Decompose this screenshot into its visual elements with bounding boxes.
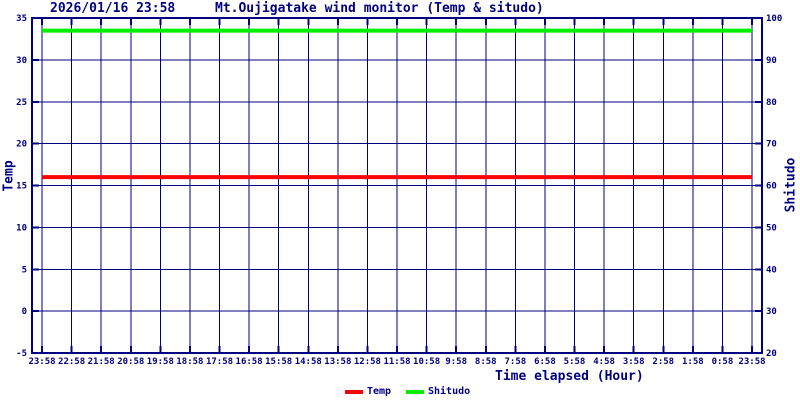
- x-tick-label: 4:58: [593, 357, 615, 367]
- y-left-tick-label: 15: [16, 182, 27, 192]
- x-tick-label: 11:58: [383, 357, 410, 367]
- x-tick-label: 18:58: [176, 357, 203, 367]
- page-title: Mt.Oujigatake wind monitor (Temp & situd…: [215, 1, 544, 16]
- shitudo-legend-swatch: [406, 390, 424, 394]
- x-tick-label: 22:58: [58, 357, 85, 367]
- y-right-tick-label: 20: [766, 349, 777, 359]
- x-tick-label: 1:58: [682, 357, 704, 367]
- shitudo-legend-label: Shitudo: [428, 386, 471, 397]
- title-datetime: 2026/01/16 23:58: [50, 1, 176, 16]
- x-tick-label: 23:58: [738, 357, 765, 367]
- x-tick-label: 14:58: [295, 357, 322, 367]
- x-tick-label: 8:58: [475, 357, 497, 367]
- x-tick-label: 3:58: [623, 357, 645, 367]
- x-tick-label: 9:58: [445, 357, 467, 367]
- x-tick-label: 12:58: [354, 357, 381, 367]
- x-axis-label: Time elapsed (Hour): [495, 369, 644, 384]
- x-tick-label: 0:58: [712, 357, 734, 367]
- x-tick-label: 17:58: [206, 357, 233, 367]
- y-right-tick-label: 50: [766, 223, 777, 233]
- y-right-tick-label: 80: [766, 98, 777, 108]
- x-tick-label: 5:58: [564, 357, 586, 367]
- plot-border: [31, 17, 763, 354]
- x-tick-label: 13:58: [324, 357, 351, 367]
- x-tick-label: 23:58: [28, 357, 55, 367]
- temp-legend-swatch: [345, 390, 363, 394]
- y-right-tick-label: 40: [766, 265, 777, 275]
- y-right-tick-label: 100: [766, 14, 782, 24]
- y-right-tick-label: 30: [766, 307, 777, 317]
- y-right-tick-label: 90: [766, 56, 777, 66]
- x-tick-label: 6:58: [534, 357, 556, 367]
- y-right-tick-label: 60: [766, 182, 777, 192]
- y-left-tick-label: 20: [16, 140, 27, 150]
- y-left-tick-label: -5: [16, 349, 27, 359]
- y-left-tick-label: 25: [16, 98, 27, 108]
- x-tick-label: 21:58: [88, 357, 115, 367]
- y-left-tick-label: 30: [16, 56, 27, 66]
- x-tick-label: 20:58: [117, 357, 144, 367]
- x-tick-label: 15:58: [265, 357, 292, 367]
- y-left-tick-label: 10: [16, 223, 27, 233]
- y-right-tick-label: 70: [766, 140, 777, 150]
- x-tick-label: 2:58: [652, 357, 674, 367]
- x-tick-label: 7:58: [504, 357, 526, 367]
- y-left-tick-label: 0: [22, 307, 27, 317]
- y-left-tick-label: 35: [16, 14, 27, 24]
- x-tick-label: 10:58: [413, 357, 440, 367]
- x-tick-label: 19:58: [147, 357, 174, 367]
- temp-legend-label: Temp: [367, 386, 392, 397]
- x-tick-label: 16:58: [236, 357, 263, 367]
- y-left-tick-label: 5: [22, 265, 27, 275]
